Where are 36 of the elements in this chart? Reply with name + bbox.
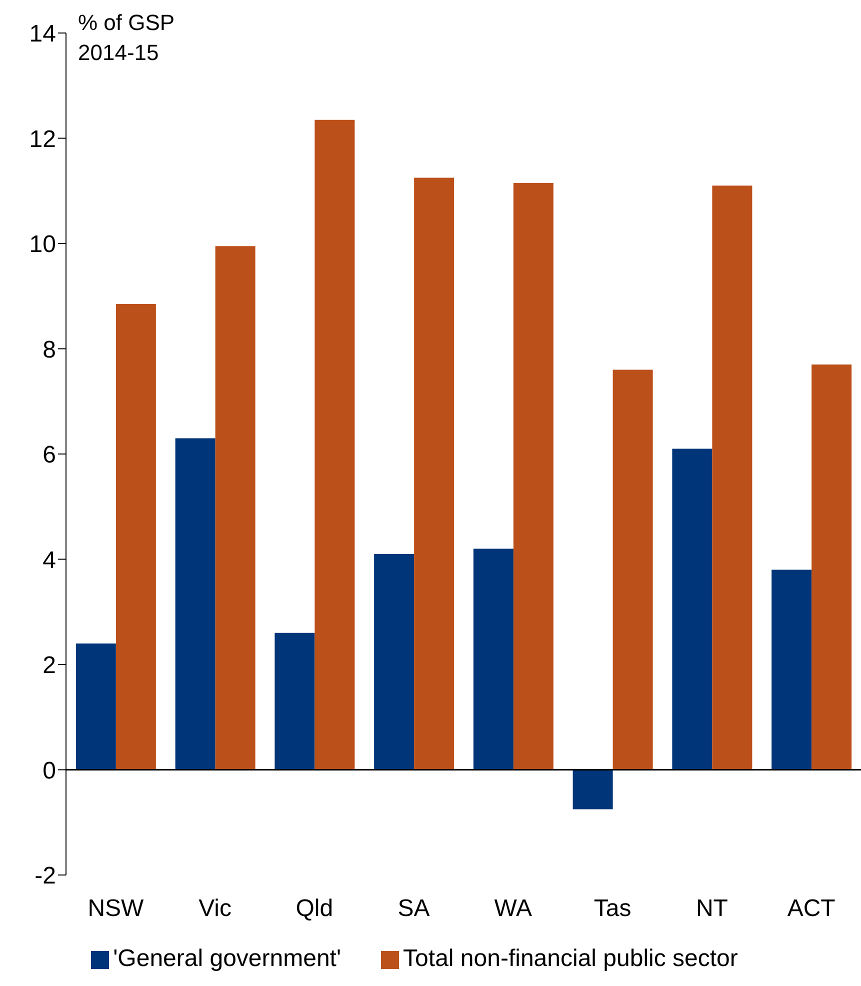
y-tick-label: 4	[42, 546, 56, 574]
bar	[812, 364, 852, 770]
bar	[175, 438, 216, 770]
legend-label: Total non-financial public sector	[403, 945, 738, 972]
y-tick-label: 10	[29, 231, 56, 258]
x-tick-label: WA	[494, 895, 532, 922]
y-tick-label: 14	[29, 20, 56, 48]
bar	[572, 770, 613, 810]
bar	[374, 554, 414, 770]
bar	[612, 370, 653, 770]
y-tick-label: 12	[29, 126, 56, 153]
x-tick-label: SA	[398, 895, 430, 922]
bar	[116, 304, 156, 770]
bar	[772, 570, 812, 770]
x-tick-label: NSW	[88, 895, 144, 922]
bar	[314, 120, 355, 770]
legend-label: 'General government'	[113, 945, 342, 972]
y-tick-label: 8	[42, 336, 56, 364]
x-tick-label: NT	[696, 895, 728, 922]
bar	[414, 178, 454, 770]
bar	[76, 643, 116, 770]
y-tick-label: 2	[42, 652, 56, 680]
x-tick-label: Tas	[594, 895, 632, 922]
y-tick-label: -2	[34, 862, 56, 890]
bar	[215, 246, 256, 770]
y-axis-title: % of GSP 2014-15	[78, 9, 176, 67]
y-tick-label: 6	[42, 442, 56, 469]
x-tick-label: Qld	[296, 895, 334, 922]
bar	[473, 548, 514, 770]
x-tick-label: Vic	[198, 895, 232, 922]
bar	[274, 632, 315, 770]
y-tick-label: 0	[42, 757, 56, 784]
bar	[513, 182, 554, 770]
bar	[712, 186, 752, 770]
bar	[672, 448, 712, 770]
x-tick-label: ACT	[787, 895, 836, 922]
